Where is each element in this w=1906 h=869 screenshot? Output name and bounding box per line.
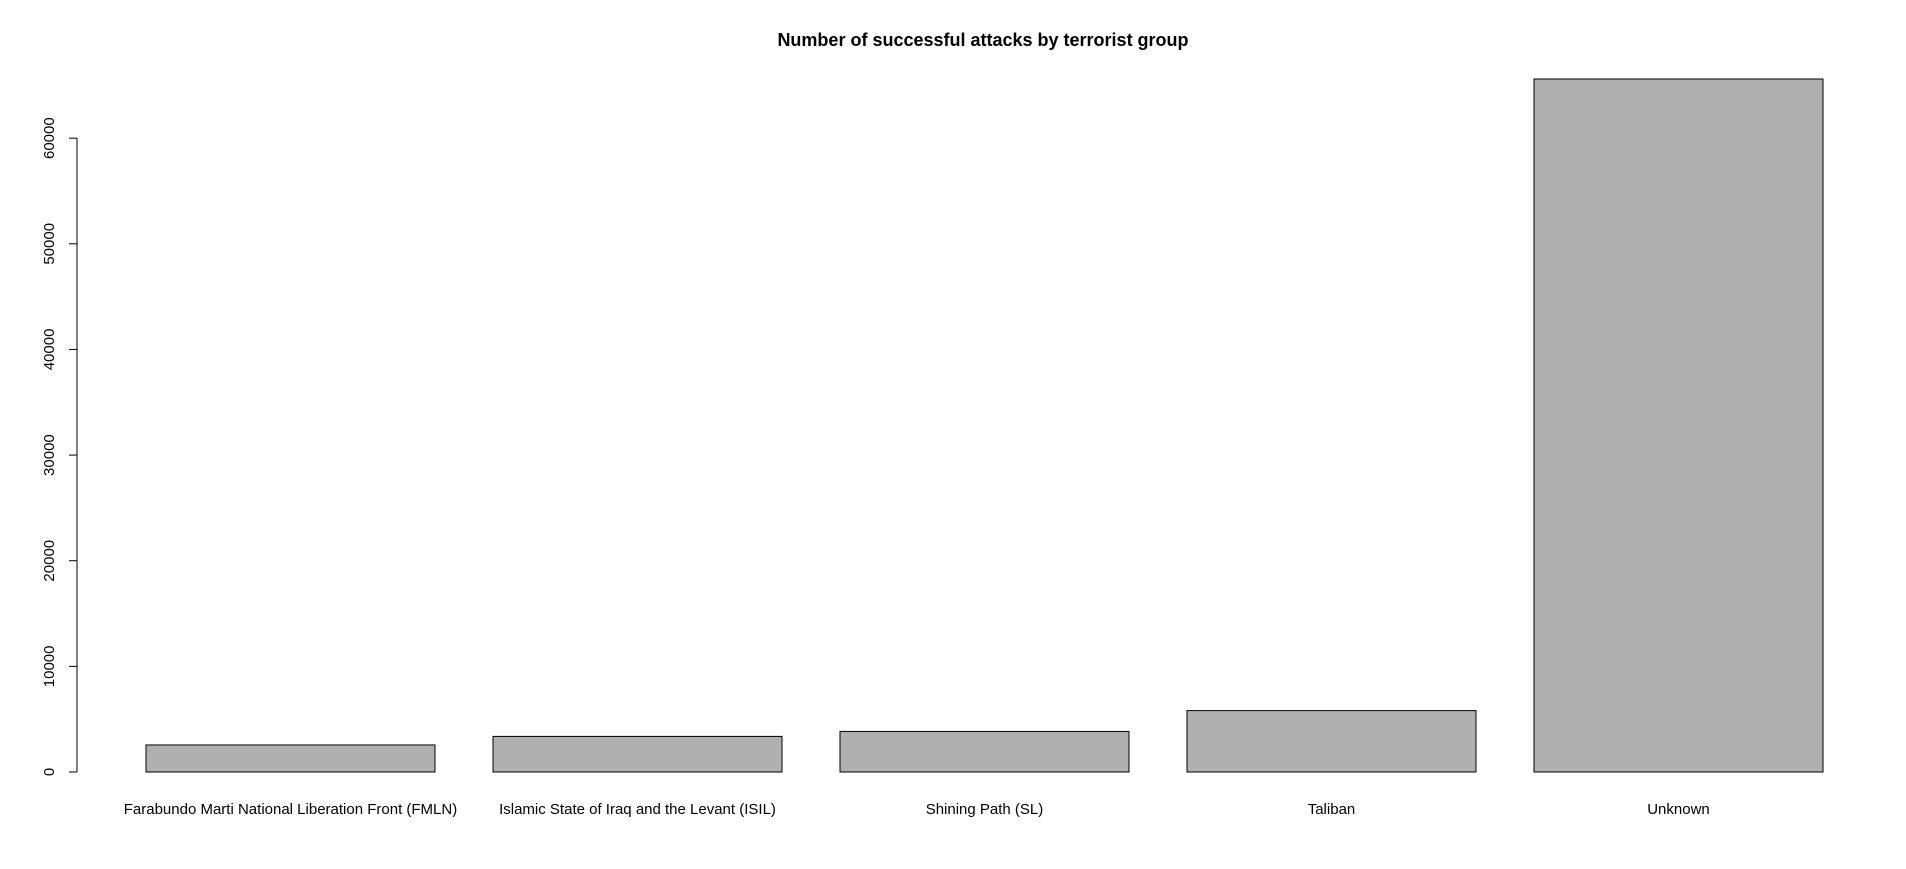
chart-title: Number of successful attacks by terroris…	[777, 30, 1188, 50]
bar	[1186, 710, 1477, 773]
x-tick-label: Farabundo Marti National Liberation Fron…	[124, 801, 457, 818]
bar	[1533, 78, 1824, 773]
bar	[492, 735, 783, 773]
y-tick-label: 60000	[41, 117, 58, 159]
x-tick-label: Taliban	[1308, 801, 1356, 818]
y-tick-label: 30000	[41, 434, 58, 476]
y-tick-label: 50000	[41, 223, 58, 265]
x-tick-label: Unknown	[1647, 801, 1710, 818]
bar	[145, 744, 436, 773]
y-tick-label: 10000	[41, 646, 58, 688]
y-tick-label: 40000	[41, 329, 58, 371]
bar	[839, 730, 1130, 773]
x-tick-label: Shining Path (SL)	[926, 801, 1044, 818]
x-tick-label: Islamic State of Iraq and the Levant (IS…	[499, 801, 776, 818]
y-tick-label: 0	[41, 768, 58, 776]
y-tick-label: 20000	[41, 540, 58, 582]
